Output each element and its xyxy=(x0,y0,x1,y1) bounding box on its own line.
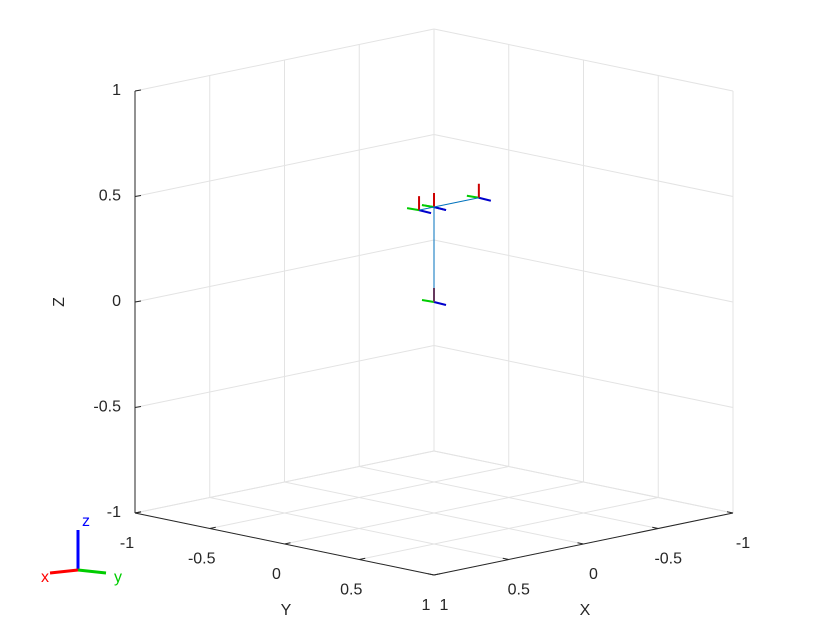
grid-line xyxy=(209,466,509,529)
x-tick-label: 0 xyxy=(589,566,598,583)
grid-line xyxy=(134,239,435,303)
grid-line xyxy=(433,28,734,92)
frame-y xyxy=(406,207,420,212)
x-tick xyxy=(502,557,509,560)
x-tick-label: 1 xyxy=(440,597,449,614)
link-line xyxy=(418,197,479,302)
y-tick-label: -0.5 xyxy=(188,551,216,568)
grid-line xyxy=(433,239,734,303)
triad-x xyxy=(49,568,79,575)
x-tick-label: 0.5 xyxy=(508,582,530,599)
y-tick-label: 0.5 xyxy=(340,582,362,599)
frame-y xyxy=(466,194,480,199)
grid-line xyxy=(134,134,435,197)
frame-y xyxy=(421,204,435,209)
y-tick xyxy=(284,542,291,545)
triad-y xyxy=(77,568,107,575)
triad-z-label: z xyxy=(82,513,90,530)
y-tick xyxy=(209,526,216,529)
z-axis-label: Z xyxy=(51,297,68,307)
frame-x xyxy=(478,196,492,202)
z-tick-label: -0.5 xyxy=(93,399,121,416)
y-tick-label: -1 xyxy=(120,535,134,552)
x-tick-label: -1 xyxy=(736,535,750,552)
z-tick xyxy=(134,89,142,92)
z-tick-label: 0 xyxy=(112,293,121,310)
grid-line xyxy=(134,345,435,408)
z-tick xyxy=(134,300,142,303)
grid-line xyxy=(134,450,435,514)
grid-line xyxy=(284,481,584,545)
y-tick xyxy=(134,511,142,514)
z-tick-label: -1 xyxy=(107,504,121,521)
frame-x xyxy=(433,206,447,212)
grid-line xyxy=(433,345,734,408)
frame-y xyxy=(421,299,435,303)
z-tick-label: 0.5 xyxy=(99,188,121,205)
grid-line xyxy=(134,28,435,92)
frame-x xyxy=(418,209,432,215)
x-tick xyxy=(427,573,435,576)
triad-y-label: y xyxy=(114,569,122,586)
x-tick xyxy=(652,526,659,529)
triad-x-label: x xyxy=(41,569,49,586)
frame-x xyxy=(433,301,447,306)
z-tick xyxy=(134,406,142,408)
grid-line xyxy=(433,134,734,197)
y-tick-label: 1 xyxy=(422,597,431,614)
y-tick xyxy=(433,573,441,576)
grid-line xyxy=(433,450,734,514)
z-tick xyxy=(134,195,142,197)
y-tick-label: 0 xyxy=(272,566,281,583)
grid-line xyxy=(359,497,659,560)
x-tick xyxy=(726,511,734,514)
z-tick-label: 1 xyxy=(112,82,121,99)
y-tick xyxy=(359,557,366,560)
x-tick xyxy=(577,542,584,545)
y-axis-label: Y xyxy=(281,602,292,619)
x-axis-label: X xyxy=(580,602,591,619)
x-tick-label: -0.5 xyxy=(654,551,682,568)
